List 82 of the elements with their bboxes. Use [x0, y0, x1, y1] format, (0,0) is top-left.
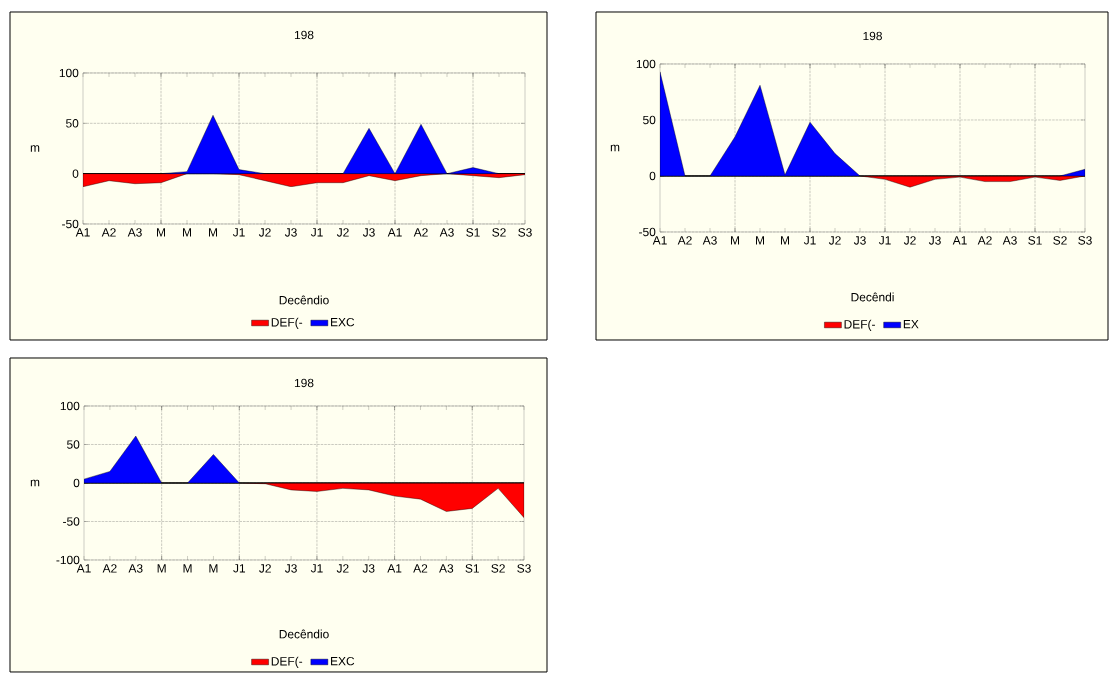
x-tick-label: J2	[336, 564, 349, 573]
y-tick-label: 50	[66, 119, 79, 128]
y-tick-label: 50	[643, 115, 656, 125]
x-tick-label: M	[209, 228, 217, 237]
chart-title: 198	[294, 378, 314, 388]
x-tick-label: S3	[518, 228, 532, 237]
x-tick-label: S3	[1078, 236, 1092, 245]
chart-title: 198	[294, 30, 314, 40]
x-tick-label: J3	[284, 564, 297, 573]
x-tick-label: A2	[102, 564, 117, 573]
y-tick-label: -50	[639, 227, 656, 237]
x-tick-label: A2	[413, 564, 428, 573]
x-tick-label: M	[756, 236, 764, 245]
y-tick-label: 100	[59, 68, 79, 78]
x-tick-label: A3	[128, 564, 143, 573]
x-tick-label: J2	[903, 236, 916, 245]
x-tick-label: J1	[233, 564, 246, 573]
x-tick-label: A2	[101, 228, 116, 237]
y-axis-title: m	[30, 479, 40, 487]
x-axis-title: Decêndio	[279, 295, 329, 305]
x-tick-label: S1	[465, 564, 479, 573]
legend-label: DEF(-	[271, 656, 303, 668]
x-tick-label: M	[183, 564, 192, 573]
x-axis-title: Decêndi	[851, 292, 894, 302]
legend-label: DEF(-	[271, 317, 303, 329]
y-axis-title: m	[30, 145, 40, 152]
x-tick-label: A2	[677, 236, 692, 245]
y-tick-label: 0	[649, 171, 656, 181]
x-axis-title: Decêndio	[279, 629, 329, 639]
x-tick-label: S2	[491, 564, 505, 573]
x-tick-label: M	[157, 228, 165, 237]
x-tick-label: J3	[362, 564, 375, 573]
x-tick-label: M	[157, 564, 166, 573]
x-tick-label: A3	[702, 236, 717, 245]
x-tick-label: A3	[439, 564, 454, 573]
x-tick-label: A2	[977, 236, 992, 245]
legend-label: DEF(-	[844, 319, 875, 331]
x-tick-label: J3	[284, 228, 297, 237]
legend-label: EX	[903, 319, 919, 329]
x-tick-label: A1	[652, 236, 667, 245]
y-tick-label: 50	[67, 440, 80, 449]
x-tick-label: S1	[466, 228, 480, 237]
x-tick-label: J1	[310, 228, 323, 237]
y-tick-label: -50	[62, 219, 79, 229]
x-tick-label: A1	[952, 236, 967, 245]
x-tick-label: J1	[803, 236, 816, 245]
x-tick-label: S2	[492, 228, 506, 237]
x-tick-label: J2	[259, 564, 271, 573]
x-tick-label: J1	[232, 228, 245, 237]
y-tick-label: 100	[636, 59, 656, 69]
x-tick-label: J1	[310, 564, 323, 573]
chart-title: 198	[863, 31, 882, 41]
x-tick-label: S1	[1028, 236, 1042, 245]
x-tick-label: S3	[517, 564, 531, 573]
x-tick-label: J3	[362, 228, 375, 237]
legend-label: EXC	[331, 656, 355, 666]
x-tick-label: M	[183, 228, 191, 237]
y-tick-label: 0	[72, 169, 79, 178]
x-tick-label: A1	[76, 564, 91, 573]
y-tick-label: -100	[56, 555, 80, 565]
x-tick-label: J2	[336, 228, 349, 237]
x-tick-label: M	[731, 236, 739, 245]
x-tick-label: J2	[258, 228, 271, 237]
x-tick-label: J3	[853, 236, 866, 245]
x-tick-label: M	[209, 564, 218, 573]
x-tick-label: J3	[928, 236, 941, 245]
y-axis-title: m	[610, 144, 620, 152]
x-tick-label: A1	[387, 228, 402, 237]
x-tick-label: A1	[75, 228, 90, 237]
x-tick-label: J1	[878, 236, 891, 245]
y-tick-label: -50	[63, 517, 80, 526]
x-tick-label: J2	[828, 236, 841, 245]
y-tick-label: 0	[73, 478, 80, 488]
y-tick-label: 100	[60, 401, 80, 411]
x-tick-label: A3	[439, 228, 454, 237]
x-tick-label: M	[781, 236, 789, 245]
x-tick-label: A3	[1002, 236, 1017, 245]
legend-label: EXC	[331, 317, 355, 327]
x-tick-label: A2	[413, 228, 428, 237]
x-tick-label: S2	[1053, 236, 1067, 245]
x-tick-label: A1	[387, 564, 402, 573]
x-tick-label: A3	[127, 228, 142, 237]
